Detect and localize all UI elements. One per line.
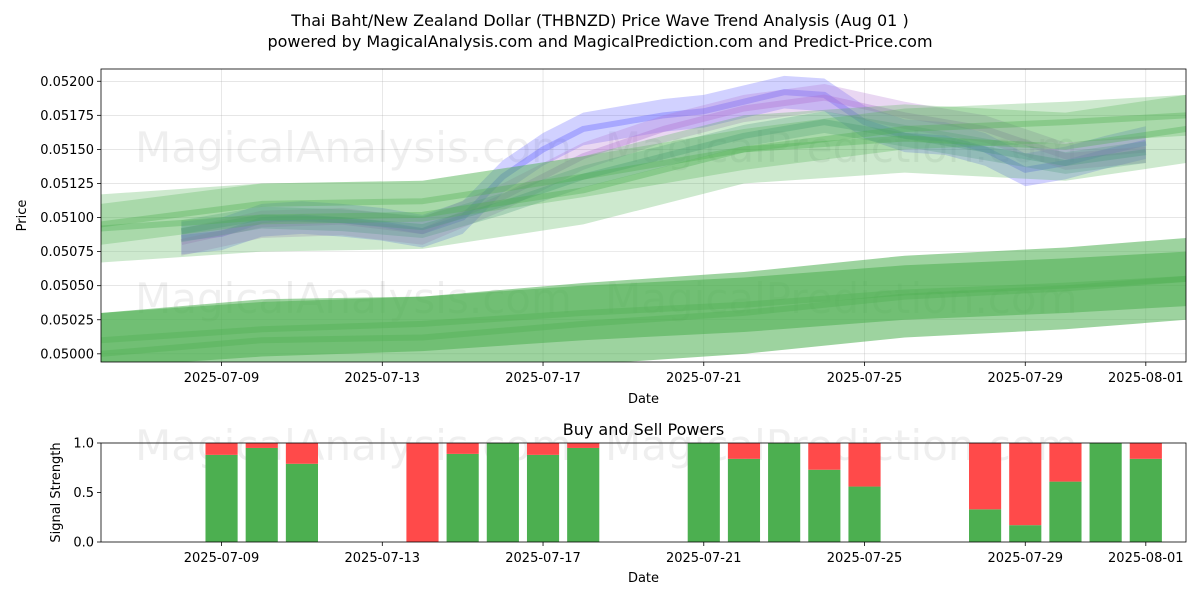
price-axes-frame [100, 68, 1187, 363]
bottom-x-tick-label-2: 2025-07-17 [505, 551, 581, 566]
bottom-x-tick-label-4: 2025-07-25 [827, 551, 903, 566]
y-tick-label-8: 0.05200 [40, 75, 94, 90]
x-tick-label-3: 2025-07-21 [666, 371, 742, 386]
sell-bar-2 [285, 443, 318, 464]
watermark-top-1: MagicalPrediction.com [605, 123, 1078, 172]
buy-bar-15 [1049, 481, 1082, 542]
y-tick-label-1: 0.05025 [40, 313, 94, 328]
bottom-x-tick-label-1: 2025-07-13 [345, 551, 421, 566]
bottom-x-tick-label-0: 2025-07-09 [184, 551, 260, 566]
chart-title-line1: Thai Baht/New Zealand Dollar (THBNZD) Pr… [290, 11, 908, 30]
sell-bar-12 [848, 443, 881, 487]
price-band-0 [181, 75, 1146, 255]
x-tick-label-0: 2025-07-09 [184, 371, 260, 386]
price-wave-panel: MagicalAnalysis.com MagicalPrediction.com… [15, 68, 1187, 407]
buy-bar-10 [768, 443, 801, 542]
y-tick-label-2: 0.05050 [40, 279, 94, 294]
x-tick-label-6: 2025-08-01 [1108, 371, 1184, 386]
price-band-center-4 [101, 112, 1186, 228]
sell-bar-11 [808, 443, 841, 470]
sell-bar-4 [446, 443, 479, 454]
y-tick-label-3: 0.05075 [40, 245, 94, 260]
y-tick-label-4: 0.05100 [40, 211, 94, 226]
y-axis-label: Price [15, 200, 30, 232]
chart-title-line2: powered by MagicalAnalysis.com and Magic… [267, 32, 932, 51]
y-tick-label-6: 0.05150 [40, 143, 94, 158]
watermark-bottom-1: MagicalPrediction.com [605, 421, 1078, 470]
sell-bar-6 [526, 443, 560, 455]
price-band-center-6 [101, 275, 1186, 357]
price-band-6 [101, 237, 1186, 362]
sell-bar-15 [1049, 443, 1082, 482]
bottom-x-axis-label: Date [628, 571, 659, 586]
buy-bar-9 [727, 458, 761, 542]
y-tick-label-5: 0.05125 [40, 177, 94, 192]
price-band-center-0 [181, 89, 1147, 241]
sell-bar-0 [205, 443, 238, 455]
bottom-x-tick-label-6: 2025-08-01 [1108, 551, 1184, 566]
sell-bar-9 [727, 443, 761, 459]
buy-bar-1 [245, 447, 278, 542]
bottom-y-tick-label-1: 0.5 [73, 486, 94, 501]
buy-bar-11 [808, 469, 841, 542]
x-tick-label-2: 2025-07-17 [505, 371, 581, 386]
price-band-center-3 [101, 125, 1186, 232]
x-axis-label: Date [628, 392, 659, 407]
price-band-center-1 [180, 94, 1147, 246]
buy-bar-0 [205, 454, 238, 542]
x-tick-label-4: 2025-07-25 [827, 371, 903, 386]
y-tick-label-7: 0.05175 [40, 109, 94, 124]
bottom-y-axis-label: Signal Strength [49, 442, 64, 542]
x-tick-label-5: 2025-07-29 [987, 371, 1063, 386]
buy-bar-14 [1009, 525, 1042, 542]
sell-bar-3 [406, 443, 439, 542]
sell-bar-14 [1009, 443, 1042, 526]
sell-bar-7 [567, 443, 600, 448]
sell-bar-1 [245, 443, 278, 448]
buy-sell-title: Buy and Sell Powers [563, 420, 725, 439]
buy-bar-12 [848, 486, 881, 542]
buy-bar-13 [969, 509, 1002, 542]
buy-bar-2 [285, 463, 318, 542]
y-tick-label-0: 0.05000 [40, 347, 94, 362]
sell-bar-13 [969, 443, 1002, 510]
bottom-y-tick-label-0: 0.0 [73, 536, 94, 551]
sell-bar-17 [1129, 443, 1162, 459]
x-tick-label-1: 2025-07-13 [345, 371, 421, 386]
price-bands [101, 75, 1186, 362]
buy-bar-17 [1129, 458, 1162, 542]
buy-bar-8 [687, 443, 720, 542]
price-band-4 [101, 94, 1186, 245]
buy-bar-6 [526, 454, 560, 542]
price-band-2 [181, 111, 1146, 243]
buy-bar-16 [1089, 443, 1122, 542]
buy-bar-7 [567, 447, 600, 542]
buy-bar-4 [446, 453, 479, 542]
bottom-x-tick-label-5: 2025-07-29 [987, 551, 1063, 566]
watermark-top-0: MagicalAnalysis.com [135, 123, 572, 172]
price-band-3 [101, 94, 1186, 263]
bottom-y-tick-label-2: 1.0 [73, 437, 94, 452]
buy-bar-5 [486, 443, 519, 542]
bottom-x-tick-label-3: 2025-07-21 [666, 551, 742, 566]
price-band-center-2 [180, 119, 1147, 235]
price-band-1 [181, 83, 1146, 256]
